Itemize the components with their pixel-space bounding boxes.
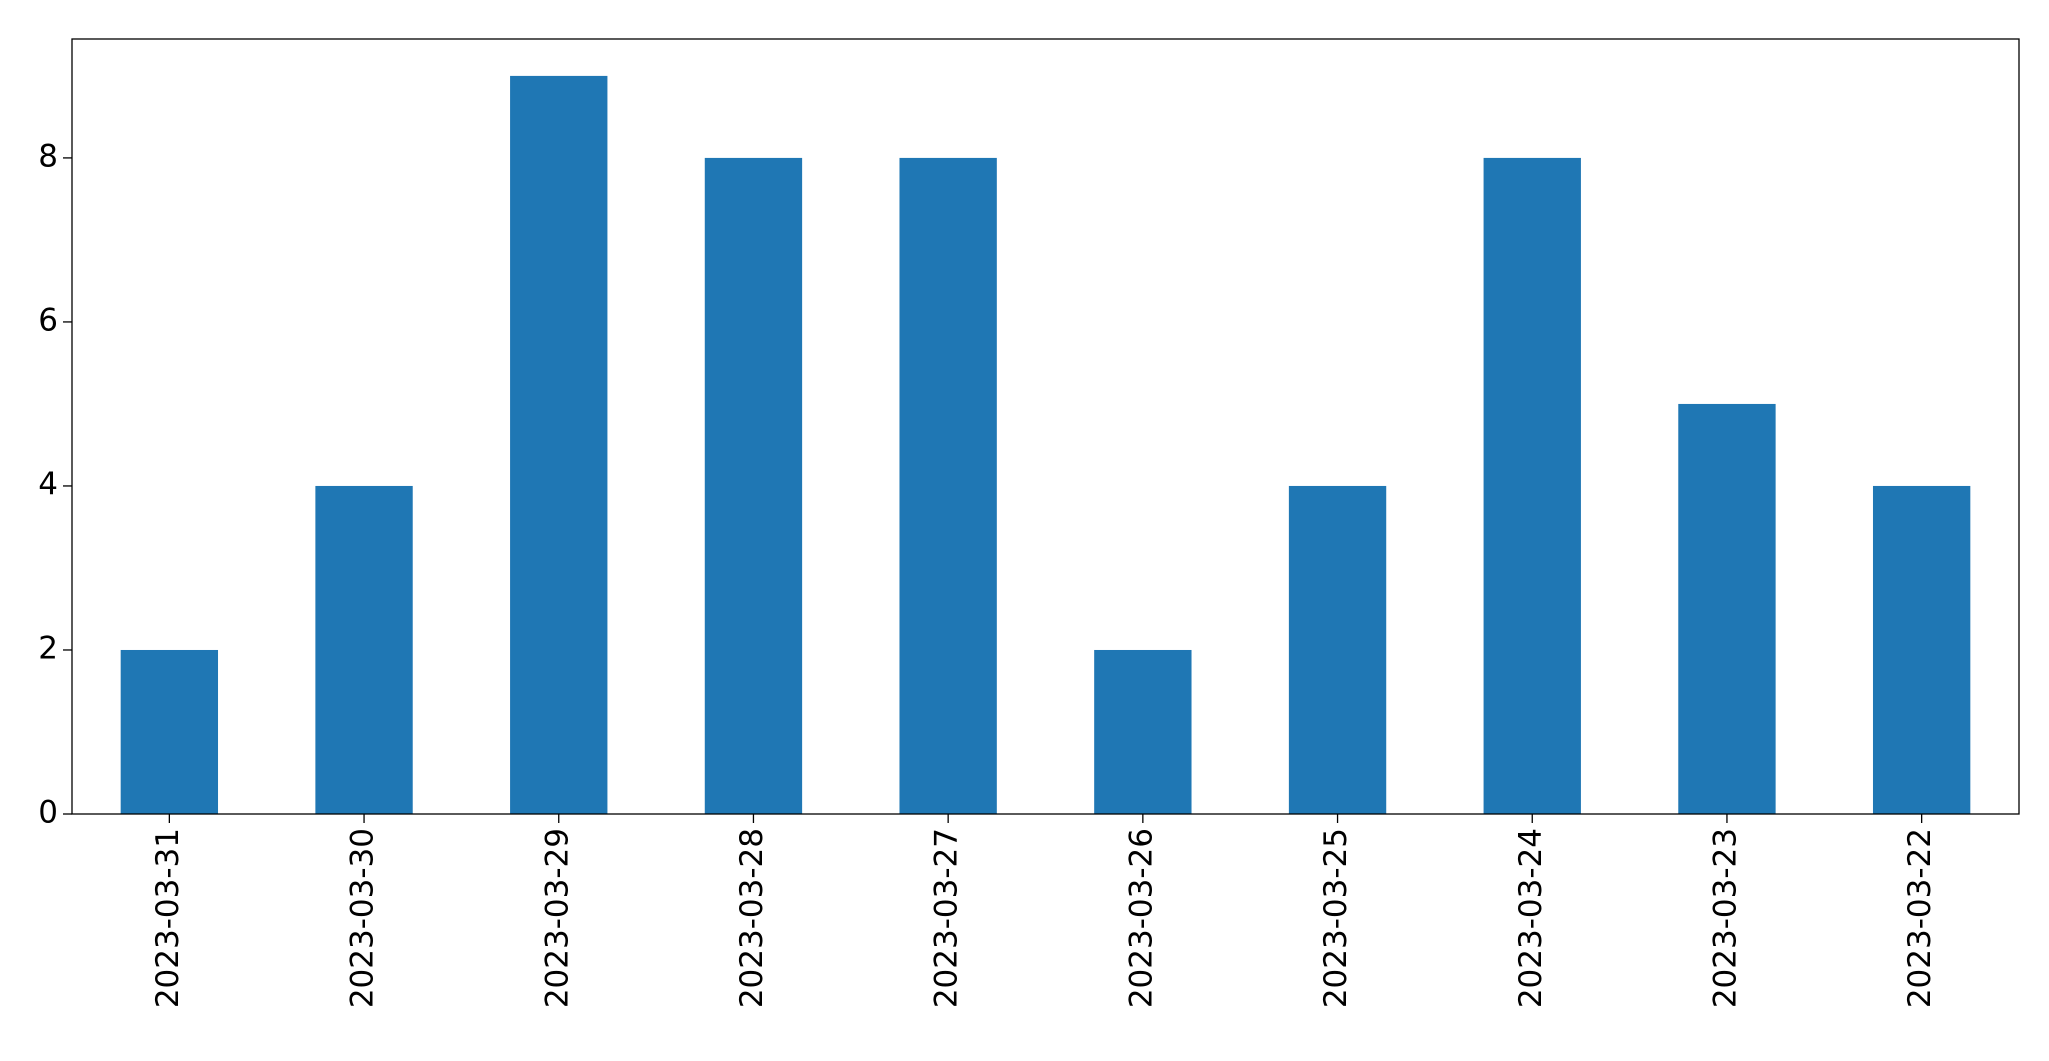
x-tick-label: 2023-03-31 (150, 828, 186, 1008)
bar (1094, 649, 1192, 814)
y-tick-label: 6 (38, 302, 58, 338)
x-tick-label: 2023-03-24 (1513, 828, 1549, 1008)
x-tick-label: 2023-03-23 (1707, 828, 1743, 1008)
y-tick-label: 2 (38, 630, 58, 666)
bar (120, 649, 219, 814)
x-tick-label: 2023-03-30 (345, 828, 381, 1008)
bar (1288, 485, 1387, 814)
x-tick-label: 2023-03-27 (929, 828, 965, 1008)
x-tick-label: 2023-03-22 (1902, 828, 1938, 1008)
y-tick-label: 0 (38, 795, 58, 831)
bar (899, 157, 997, 814)
bar (1872, 485, 1971, 814)
x-tick-label: 2023-03-25 (1318, 828, 1354, 1008)
x-tick-label: 2023-03-29 (539, 828, 575, 1008)
plot-frame (71, 38, 2020, 815)
bar (315, 485, 413, 814)
bar (704, 157, 803, 814)
x-tick-label: 2023-03-26 (1123, 828, 1159, 1008)
x-tick-label: 2023-03-28 (734, 828, 770, 1008)
bar (1483, 157, 1581, 814)
y-tick-label: 8 (38, 138, 58, 174)
bar (510, 75, 608, 814)
bar (1678, 403, 1776, 814)
y-tick-label: 4 (38, 466, 58, 502)
